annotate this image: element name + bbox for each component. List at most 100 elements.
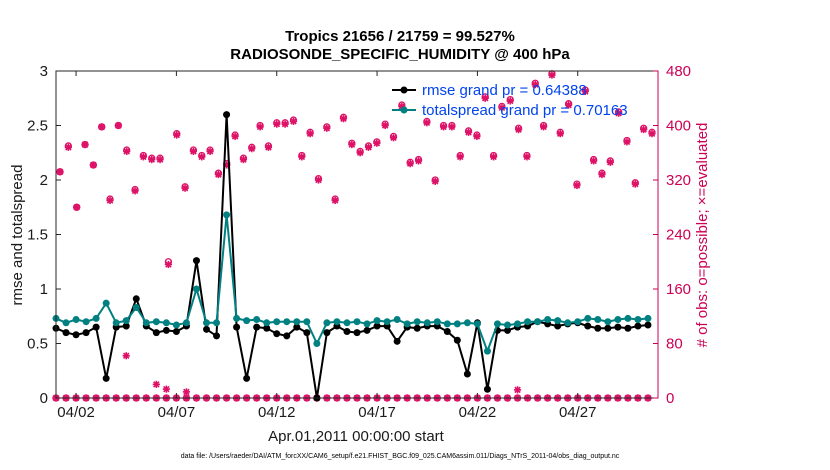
obs-star-stroke — [198, 153, 206, 161]
series-point-totalspread — [644, 314, 652, 322]
obs-evaluated-point — [623, 138, 631, 146]
series-point-totalspread — [263, 319, 271, 327]
legend-label-rmse: rmse grand pr = 0.64388 — [422, 82, 587, 99]
obs-low-count-point — [513, 386, 522, 394]
x-tick-label: 04/22 — [459, 404, 497, 421]
obs-star-stroke — [122, 352, 130, 360]
obs-star-stroke — [398, 103, 406, 110]
obs-star-stroke — [390, 134, 397, 142]
obs-star-stroke — [256, 123, 264, 131]
obs-evaluated-point — [123, 147, 131, 155]
y-axis-label: rmse and totalspread — [9, 165, 26, 306]
obs-evaluated-point — [289, 117, 298, 126]
obs-star-stroke — [123, 148, 130, 155]
y-tick-label: 1 — [40, 281, 48, 298]
obs-star-stroke — [56, 168, 64, 176]
series-point-rmse — [243, 374, 251, 382]
obs-star-stroke — [406, 160, 414, 167]
series-point-totalspread — [223, 211, 231, 219]
obs-evaluated-point — [131, 187, 139, 195]
obs-evaluated-point — [98, 123, 106, 131]
series-point-rmse — [413, 324, 421, 332]
series-point-totalspread — [504, 321, 511, 329]
series-point-totalspread — [182, 319, 190, 327]
obs-star-stroke — [531, 81, 539, 88]
obs-star-stroke — [131, 187, 139, 195]
obs-evaluated-point — [406, 160, 414, 168]
series-point-totalspread — [323, 319, 331, 327]
obs-evaluated-point — [164, 260, 173, 269]
obs-star-stroke — [632, 180, 639, 188]
series-point-rmse — [644, 321, 652, 329]
series-point-rmse — [92, 323, 100, 331]
obs-evaluated-point — [531, 81, 539, 89]
legend-label-totalspread: totalspread grand pr = 0.70163 — [422, 102, 628, 119]
series-point-totalspread — [162, 319, 170, 327]
series-point-totalspread — [473, 320, 481, 328]
series-point-totalspread — [192, 285, 200, 293]
obs-evaluated-point — [239, 155, 248, 164]
obs-evaluated-point — [389, 134, 398, 142]
series-point-totalspread — [333, 318, 341, 326]
series-point-rmse — [102, 374, 110, 382]
series-point-rmse — [162, 326, 170, 334]
obs-star-stroke — [156, 156, 164, 163]
obs-star-stroke — [582, 88, 589, 95]
obs-star-stroke — [231, 133, 239, 140]
series-point-totalspread — [413, 318, 421, 326]
obs-star-stroke — [515, 126, 522, 133]
obs-evaluated-point — [281, 120, 289, 128]
series-point-rmse — [614, 323, 622, 331]
series-point-rmse — [604, 324, 612, 332]
obs-star-stroke — [481, 94, 489, 102]
series-point-totalspread — [92, 314, 100, 322]
series-point-rmse — [303, 329, 311, 337]
series-point-totalspread — [453, 320, 461, 328]
series-point-rmse — [192, 257, 200, 265]
obs-star-stroke — [331, 197, 339, 204]
obs-evaluated-point — [364, 143, 373, 151]
series-point-totalspread — [303, 318, 311, 326]
series-point-totalspread — [72, 316, 80, 324]
obs-evaluated-point — [473, 132, 481, 140]
obs-star-stroke — [290, 118, 297, 125]
x-tick-label: 04/17 — [358, 404, 396, 421]
obs-star-stroke — [448, 123, 456, 131]
obs-star-stroke — [240, 156, 247, 163]
obs-evaluated-point — [348, 140, 356, 149]
series-point-totalspread — [584, 314, 592, 322]
series-point-totalspread — [213, 319, 221, 327]
obs-evaluated-point — [81, 140, 89, 149]
series-point-totalspread — [373, 317, 381, 325]
x-tick-label: 04/07 — [158, 404, 196, 421]
obs-evaluated-point — [456, 153, 464, 161]
obs-star-stroke — [373, 139, 381, 147]
obs-evaluated-point — [264, 143, 273, 151]
series-point-rmse — [233, 323, 241, 331]
obs-evaluated-point — [548, 71, 556, 79]
obs-evaluated-point — [148, 155, 156, 164]
obs-low-count-point — [182, 388, 191, 396]
series-point-totalspread — [554, 317, 562, 325]
obs-evaluated-point — [539, 123, 548, 131]
obs-evaluated-point — [273, 120, 281, 128]
series-point-totalspread — [514, 320, 522, 328]
obs-evaluated-point — [439, 123, 448, 131]
obs-star-stroke — [206, 148, 214, 155]
obs-evaluated-point — [565, 101, 573, 109]
series-point-totalspread — [253, 316, 261, 324]
legend-marker-rmse — [400, 86, 408, 94]
series-point-rmse — [554, 322, 562, 330]
obs-star-stroke — [163, 385, 170, 393]
series-point-totalspread — [574, 318, 582, 326]
series-point-rmse — [122, 322, 130, 330]
obs-evaluated-point — [414, 157, 423, 165]
obs-star-stroke — [248, 145, 256, 152]
obs-evaluated-point — [431, 177, 439, 185]
obs-star-stroke — [415, 157, 422, 165]
obs-star-stroke — [315, 176, 322, 184]
series-point-totalspread — [233, 314, 241, 322]
obs-star-stroke — [514, 386, 521, 394]
series-point-totalspread — [283, 318, 291, 326]
obs-star-stroke — [506, 97, 514, 105]
